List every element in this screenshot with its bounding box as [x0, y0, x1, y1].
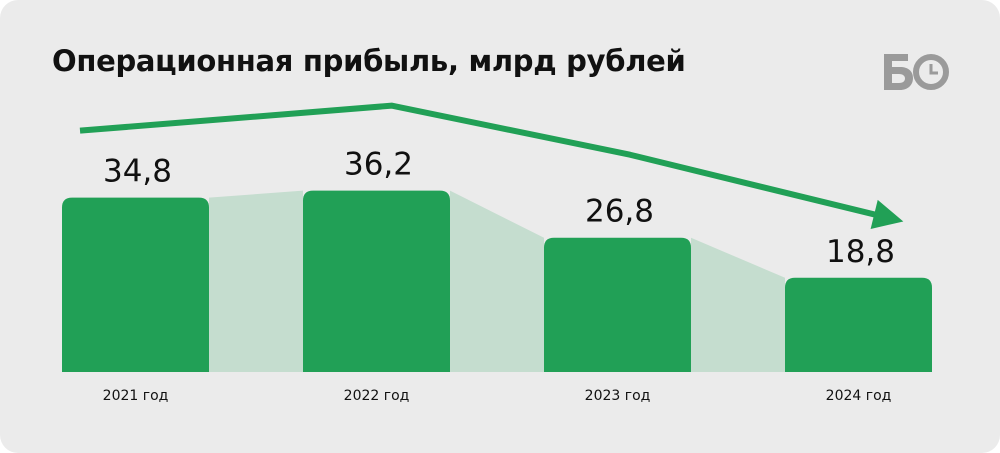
- value-label: 34,8: [103, 154, 172, 190]
- trend-line: [79, 102, 881, 219]
- value-labels: 34,8 36,2 26,8 18,8: [103, 147, 895, 270]
- category-label: 2022 год: [344, 388, 410, 404]
- bars: [62, 190, 932, 372]
- value-label: 36,2: [344, 147, 413, 183]
- category-label: 2024 год: [826, 388, 892, 404]
- value-label: 18,8: [826, 234, 895, 270]
- trend-arrow: [79, 102, 904, 229]
- shade-segment: [691, 237, 785, 372]
- category-label: 2021 год: [103, 388, 169, 404]
- bar: [303, 190, 450, 372]
- bar: [62, 197, 209, 372]
- category-label: 2023 год: [585, 388, 651, 404]
- bar: [544, 237, 691, 372]
- category-labels: 2021 год 2022 год 2023 год 2024 год: [103, 388, 892, 404]
- shade-area: [209, 190, 785, 372]
- bar: [785, 277, 932, 372]
- shade-segment: [209, 190, 303, 372]
- value-label: 26,8: [585, 194, 654, 230]
- chart-title: Операционная прибыль, млрд рублей: [52, 44, 686, 78]
- bo-logo-icon: [884, 54, 949, 90]
- trend-arrowhead: [870, 199, 904, 229]
- shade-segment: [450, 190, 544, 372]
